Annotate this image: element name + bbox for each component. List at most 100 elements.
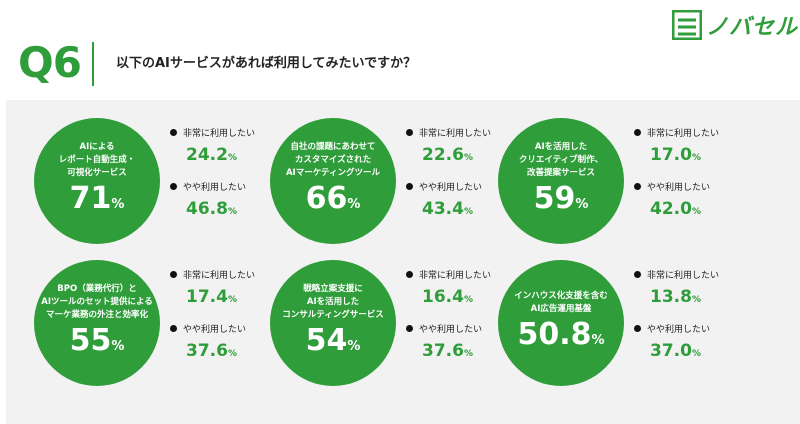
very-stat: 非常に利用したい 22.6%	[406, 126, 506, 165]
total-unit: %	[347, 197, 361, 212]
somewhat-label: やや利用したい	[183, 325, 247, 335]
bullet-dot-icon	[406, 129, 413, 136]
total-number: 71	[69, 181, 112, 216]
very-unit: %	[691, 295, 701, 305]
total-unit: %	[575, 197, 589, 212]
somewhat-value: 43.4	[422, 199, 464, 219]
somewhat-stat: やや利用したい 37.6%	[170, 322, 270, 361]
very-label: 非常に利用したい	[419, 129, 492, 139]
very-value: 16.4	[422, 287, 464, 307]
very-value: 17.4	[186, 287, 228, 307]
service-card: AIを活用した クリエイティブ制作、 改善提案サービス 59% 非常に利用したい…	[498, 118, 728, 248]
brand-name: ノバセル	[706, 15, 799, 40]
total-circle: 戦略立案支援に AIを活用した コンサルティングサービス 54%	[270, 260, 396, 386]
somewhat-stat: やや利用したい 43.4%	[406, 180, 506, 219]
somewhat-value: 37.0	[650, 341, 692, 361]
somewhat-unit: %	[463, 349, 473, 359]
very-stat: 非常に利用したい 16.4%	[406, 268, 506, 307]
somewhat-label: やや利用したい	[183, 183, 247, 193]
very-stat: 非常に利用したい 17.0%	[634, 126, 734, 165]
total-number: 55	[69, 323, 112, 358]
service-name: インハウス化支援を含む AI広告運用基盤	[514, 290, 608, 314]
somewhat-label: やや利用したい	[419, 325, 483, 335]
very-unit: %	[463, 295, 473, 305]
somewhat-unit: %	[691, 207, 701, 217]
question-number: Q6	[18, 38, 82, 87]
total-value: 66%	[306, 183, 361, 221]
somewhat-stat: やや利用したい 37.0%	[634, 322, 734, 361]
service-card: BPO（業務代行）と AIツールのセット提供による マーケ業務の外注と効率化 5…	[34, 260, 264, 390]
service-card: 戦略立案支援に AIを活用した コンサルティングサービス 54% 非常に利用した…	[270, 260, 500, 390]
total-circle: 自社の課題にあわせて カスタマイズされた AIマーケティングツール 66%	[270, 118, 396, 244]
header: Q6 以下のAIサービスがあれば利用してみたいですか？ ノバセル	[0, 0, 800, 100]
total-circle: AIによる レポート自動生成・ 可視化サービス 71%	[34, 118, 160, 244]
total-number: 66	[305, 181, 348, 216]
total-unit: %	[111, 339, 125, 354]
very-label: 非常に利用したい	[183, 271, 256, 281]
service-card: AIによる レポート自動生成・ 可視化サービス 71% 非常に利用したい 24.…	[34, 118, 264, 248]
total-value: 50.8%	[517, 316, 605, 357]
bullet-dot-icon	[634, 325, 641, 332]
very-value: 13.8	[650, 287, 692, 307]
service-name: 戦略立案支援に AIを活用した コンサルティングサービス	[282, 284, 384, 320]
bullet-dot-icon	[170, 325, 177, 332]
service-card: インハウス化支援を含む AI広告運用基盤 50.8% 非常に利用したい 13.8…	[498, 260, 728, 390]
bullet-dot-icon	[634, 271, 641, 278]
header-divider	[92, 42, 94, 86]
bullet-dot-icon	[406, 271, 413, 278]
somewhat-unit: %	[227, 349, 237, 359]
somewhat-value: 46.8	[186, 199, 228, 219]
brand-logo: ノバセル	[672, 8, 798, 42]
very-value: 17.0	[650, 145, 692, 165]
somewhat-label: やや利用したい	[647, 183, 711, 193]
somewhat-unit: %	[463, 207, 473, 217]
very-value: 24.2	[186, 145, 228, 165]
bullet-dot-icon	[170, 271, 177, 278]
somewhat-unit: %	[227, 207, 237, 217]
very-value: 22.6	[422, 145, 464, 165]
total-circle: AIを活用した クリエイティブ制作、 改善提案サービス 59%	[498, 118, 624, 244]
total-value: 59%	[534, 183, 589, 221]
total-circle: インハウス化支援を含む AI広告運用基盤 50.8%	[498, 260, 624, 386]
total-number: 50.8	[517, 316, 592, 352]
service-name: AIを活用した クリエイティブ制作、 改善提案サービス	[518, 142, 604, 178]
service-name: AIによる レポート自動生成・ 可視化サービス	[58, 142, 136, 178]
very-unit: %	[227, 295, 237, 305]
very-unit: %	[691, 153, 701, 163]
service-name: 自社の課題にあわせて カスタマイズされた AIマーケティングツール	[285, 142, 381, 178]
total-unit: %	[347, 339, 361, 354]
total-unit: %	[591, 332, 605, 348]
very-label: 非常に利用したい	[647, 271, 720, 281]
brand-mark-icon	[672, 10, 702, 40]
somewhat-value: 37.6	[422, 341, 464, 361]
bullet-dot-icon	[406, 325, 413, 332]
somewhat-unit: %	[691, 349, 701, 359]
bullet-dot-icon	[634, 129, 641, 136]
total-value: 54%	[306, 325, 361, 363]
somewhat-stat: やや利用したい 46.8%	[170, 180, 270, 219]
service-card: 自社の課題にあわせて カスタマイズされた AIマーケティングツール 66% 非常…	[270, 118, 500, 248]
service-name: BPO（業務代行）と AIツールのセット提供による マーケ業務の外注と効率化	[41, 284, 153, 320]
very-label: 非常に利用したい	[419, 271, 492, 281]
bullet-dot-icon	[170, 183, 177, 190]
very-stat: 非常に利用したい 17.4%	[170, 268, 270, 307]
bullet-dot-icon	[634, 183, 641, 190]
very-stat: 非常に利用したい 13.8%	[634, 268, 734, 307]
somewhat-stat: やや利用したい 42.0%	[634, 180, 734, 219]
total-value: 71%	[70, 183, 125, 221]
somewhat-stat: やや利用したい 37.6%	[406, 322, 506, 361]
results-panel: AIによる レポート自動生成・ 可視化サービス 71% 非常に利用したい 24.…	[6, 100, 800, 424]
somewhat-label: やや利用したい	[419, 183, 483, 193]
very-label: 非常に利用したい	[647, 129, 720, 139]
somewhat-label: やや利用したい	[647, 325, 711, 335]
somewhat-value: 37.6	[186, 341, 228, 361]
total-unit: %	[111, 197, 125, 212]
very-label: 非常に利用したい	[183, 129, 256, 139]
somewhat-value: 42.0	[650, 199, 692, 219]
bullet-dot-icon	[406, 183, 413, 190]
total-circle: BPO（業務代行）と AIツールのセット提供による マーケ業務の外注と効率化 5…	[34, 260, 160, 386]
very-unit: %	[463, 153, 473, 163]
total-number: 54	[305, 323, 348, 358]
bullet-dot-icon	[170, 129, 177, 136]
very-stat: 非常に利用したい 24.2%	[170, 126, 270, 165]
